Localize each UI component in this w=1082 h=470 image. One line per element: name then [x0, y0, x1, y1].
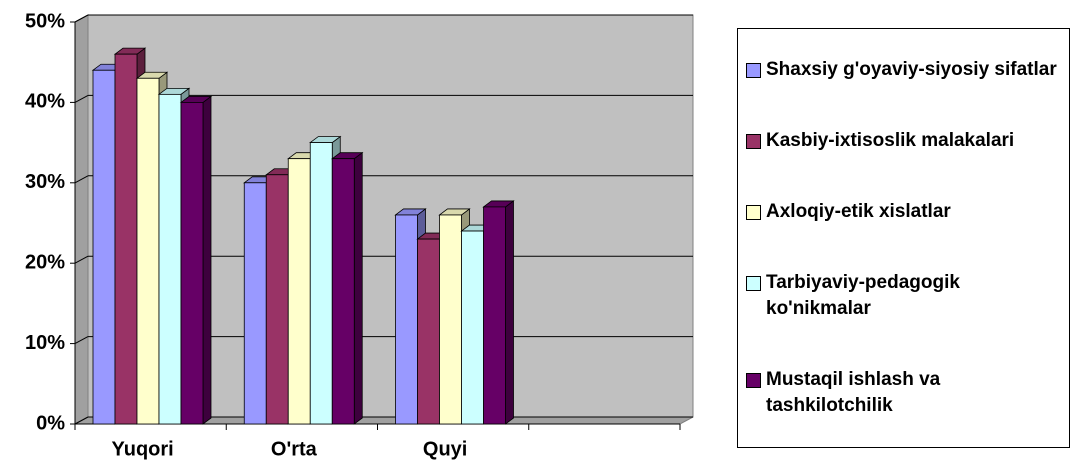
bar	[158, 93, 182, 425]
bar	[180, 102, 204, 425]
y-tick-label: 20%	[25, 251, 65, 273]
y-tick-label: 0%	[36, 412, 65, 434]
bar	[309, 142, 333, 425]
grid-line	[74, 336, 89, 345]
bar	[92, 69, 116, 425]
bar-side	[353, 151, 363, 425]
grid-line	[74, 94, 89, 103]
bar-side	[505, 200, 514, 425]
bar	[395, 214, 418, 425]
x-tick-label: Quyi	[423, 438, 467, 460]
legend-swatch	[746, 372, 761, 388]
legend-swatch	[746, 134, 761, 150]
bar	[243, 182, 267, 425]
legend-label: Axloqiy-etik xislatlar	[766, 200, 951, 222]
legend: Shaxsiy g'oyaviy-siyosiy sifatlar Kasbiy-…	[737, 28, 1070, 448]
grid-line	[74, 255, 89, 264]
bar	[439, 214, 462, 425]
legend-label: Tarbiyaviy-pedagogik ko'nikmalar	[766, 271, 960, 319]
bar	[461, 230, 484, 425]
x-tick-label: O'rta	[271, 438, 318, 460]
legend-item: Axloqiy-etik xislatlar	[744, 199, 1063, 225]
bar	[114, 53, 138, 425]
legend-swatch	[746, 63, 761, 79]
grid-line	[74, 14, 89, 23]
grid-line	[74, 416, 89, 425]
chart: 0% 10% 20% 30% 40% 50% Yuqori O'rta Quyi	[25, 10, 694, 460]
grid-line	[74, 175, 89, 184]
legend-item: Tarbiyaviy-pedagogik ko'nikmalar	[744, 270, 1063, 322]
legend-item: Kasbiy-ixtisoslik malakalari	[744, 128, 1063, 154]
x-tick-label: Yuqori	[112, 438, 174, 460]
bar-side	[202, 95, 212, 425]
bar	[417, 238, 440, 425]
legend-label: Shaxsiy g'oyaviy-siyosiy sifatlar	[766, 59, 1057, 81]
legend-item: Mustaqil ishlash va tashkilotchilik	[744, 367, 1063, 419]
bar	[136, 77, 160, 425]
legend-label: Mustaqil ishlash va tashkilotchilik	[766, 368, 941, 416]
legend-item: Shaxsiy g'oyaviy-siyosiy sifatlar	[744, 57, 1063, 83]
legend-swatch	[746, 204, 761, 220]
legend-label: Kasbiy-ixtisoslik malakalari	[766, 130, 1015, 152]
y-tick-label: 50%	[25, 10, 65, 32]
bar	[287, 158, 311, 425]
y-tick-label: 30%	[25, 171, 65, 193]
y-tick-label: 40%	[25, 91, 65, 113]
bar	[483, 206, 506, 425]
bar	[265, 174, 289, 425]
bar	[331, 158, 355, 425]
legend-swatch	[746, 275, 761, 291]
y-tick-label: 10%	[25, 332, 65, 354]
side-wall	[74, 14, 89, 425]
